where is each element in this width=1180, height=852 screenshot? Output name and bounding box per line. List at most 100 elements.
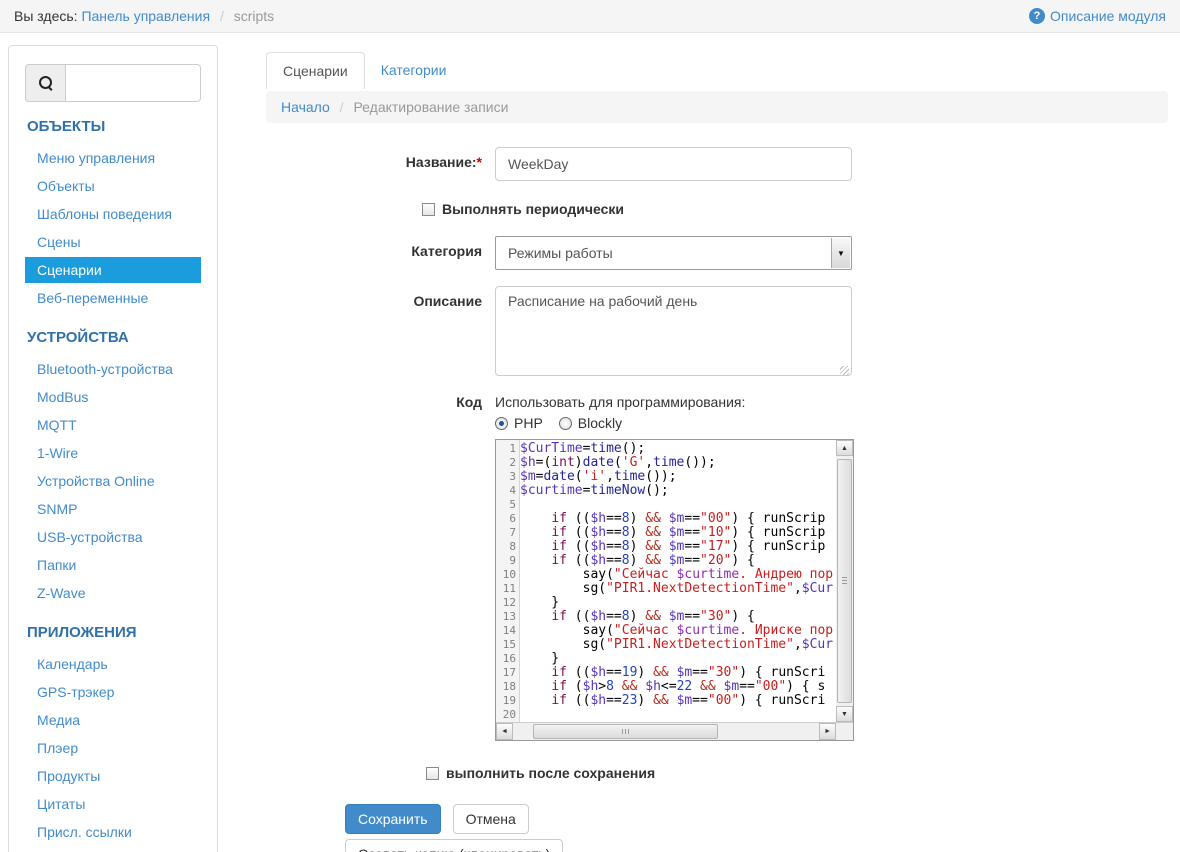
radio-blockly-label: Blockly [577,415,623,431]
you-are-here-label: Вы здесь: [14,8,78,24]
sidebar-item[interactable]: Календарь [37,656,108,672]
sidebar-item[interactable]: Папки [37,557,77,573]
category-select[interactable]: Режимы работы ▼ [495,236,852,270]
category-selected-value: Режимы работы [508,245,613,261]
code-line: if (($h==19) && $m=="30") { runScri [551,665,826,680]
line-number: 10 [502,568,516,581]
sidebar-item[interactable]: Меню управления [37,150,156,166]
sidebar-section-title: ОБЪЕКТЫ [27,118,106,135]
sidebar-item[interactable]: Веб-переменные [37,290,149,306]
line-number: 1 [509,442,516,455]
line-number: 12 [502,596,516,609]
code-label: Код [456,394,482,410]
sidebar-item[interactable]: Bluetooth-устройства [37,361,173,377]
sidebar-item[interactable]: ModBus [37,389,89,405]
code-editor[interactable]: 1 2 3 4 5 6 7 8 9 10 11 12 13 14 15 16 17 18 19 20 $CurTime… [495,439,854,741]
required-mark: * [476,154,482,170]
page-breadcrumb: Начало / Редактирование записи [266,91,1168,123]
code-row: Код Использовать для программирования: P… [345,392,865,741]
home-link[interactable]: Начало [281,99,330,115]
line-number: 7 [509,526,516,539]
line-number: 2 [509,456,516,469]
horizontal-scroll-thumb[interactable] [533,724,718,739]
periodic-checkbox[interactable] [422,202,435,216]
radio-php-label: PHP [514,415,543,431]
scroll-track [718,723,819,740]
clone-button[interactable]: Создать копию (клонировать) [345,839,564,852]
sidebar-nav: ОБЪЕКТЫ Меню управления Объекты Шаблоны пов… [25,118,201,852]
line-number: 5 [509,498,516,511]
code-line: if (($h==23) && $m=="00") { runScri [551,693,826,708]
sidebar-item[interactable]: 1-Wire [37,445,79,461]
page-breadcrumb-current: Редактирование записи [353,99,509,115]
scroll-right-icon[interactable]: ► [819,723,837,740]
tab-bar: Сценарии Категории [266,52,1168,89]
search-input[interactable] [65,64,201,102]
sidebar-item[interactable]: USB-устройства [37,529,143,545]
code-line: if (($h==8) && $m=="30") { [551,609,755,624]
tab-scripts[interactable]: Сценарии [266,52,365,89]
line-number: 18 [502,680,516,693]
line-number: 16 [502,652,516,665]
run-after-save-checkbox[interactable] [426,766,439,780]
resize-grip-icon[interactable] [840,366,849,375]
chevron-down-icon[interactable]: ▼ [831,238,850,268]
horizontal-scrollbar[interactable]: ◄ ► [496,723,837,740]
sidebar-item[interactable]: Блокнот [25,847,201,852]
language-radios: PHP Blockly [495,415,852,431]
sidebar-item[interactable]: Присл. ссылки [37,824,132,840]
description-row: Описание Расписание на рабочий день [345,286,865,379]
code-line: $curtime=timeNow(); [520,483,669,498]
sidebar-item[interactable]: SNMP [37,501,78,517]
radio-blockly[interactable] [558,416,572,430]
run-after-save-row: выполнить после сохранения [426,765,865,781]
code-line: say("Сейчас $curtime. Андрею пор [520,567,834,582]
radio-php[interactable] [495,416,508,430]
scroll-up-icon[interactable]: ▲ [836,440,853,456]
button-row: Сохранить Отмена [345,804,865,834]
sidebar-item[interactable]: Медиа [37,712,81,728]
module-help[interactable]: ? Описание модуля [1028,8,1166,24]
sidebar-item[interactable]: GPS-трэкер [37,684,115,700]
sidebar-item[interactable]: MQTT [37,417,77,433]
sidebar-section-title: УСТРОЙСТВА [27,329,129,346]
name-input[interactable] [495,147,852,181]
category-row: Категория Режимы работы ▼ [345,236,865,270]
tab-categories[interactable]: Категории [380,62,447,78]
save-button[interactable]: Сохранить [345,804,441,834]
sidebar-item[interactable]: Плэер [37,740,79,756]
code-line: $CurTime=time(); [520,441,646,456]
top-breadcrumb-bar: Вы здесь: Панель управления / scripts ? … [0,0,1180,33]
vertical-scroll-thumb[interactable] [837,459,852,703]
control-panel-link[interactable]: Панель управления [81,8,211,24]
line-number: 15 [502,638,516,651]
code-line: } [520,595,560,610]
scroll-left-icon[interactable]: ◄ [496,723,513,740]
search-addon [25,64,65,102]
module-description-link[interactable]: Описание модуля [1049,8,1166,24]
sidebar-item[interactable]: Объекты [37,178,95,194]
vertical-scrollbar[interactable]: ▲ ▼ [836,440,853,722]
sidebar-item[interactable]: Устройства Online [37,473,155,489]
code-line: if (($h==8) && $m=="20") { [551,553,755,568]
main-content: Сценарии Категории Начало / Редактирован… [266,45,1168,852]
sidebar-item[interactable]: Сцены [37,234,81,250]
category-label: Категория [411,243,482,259]
sidebar-item[interactable]: Z-Wave [37,585,86,601]
sidebar-item[interactable]: Продукты [37,768,101,784]
line-number: 9 [509,554,516,567]
breadcrumb-separator: / [219,8,224,24]
line-number: 11 [502,582,516,595]
code-line: if ($h>8 && $h<=22 && $m=="00") { s [551,679,826,694]
scroll-down-icon[interactable]: ▼ [836,706,853,722]
code-line: say("Сейчас $curtime. Ириске пор [520,623,834,638]
sidebar-item[interactable]: Шаблоны поведения [37,206,173,222]
search-icon [38,76,53,90]
sidebar-item[interactable]: Сценарии [25,257,201,283]
cancel-button[interactable]: Отмена [452,804,529,834]
code-line: if (($h==8) && $m=="10") { runScrip [551,525,826,540]
description-textarea[interactable]: Расписание на рабочий день [495,286,852,376]
sidebar-item[interactable]: Цитаты [37,796,86,812]
code-text[interactable]: $CurTime=time(); $h=(int)date('G',time())… [520,440,836,722]
line-number: 8 [509,540,516,553]
